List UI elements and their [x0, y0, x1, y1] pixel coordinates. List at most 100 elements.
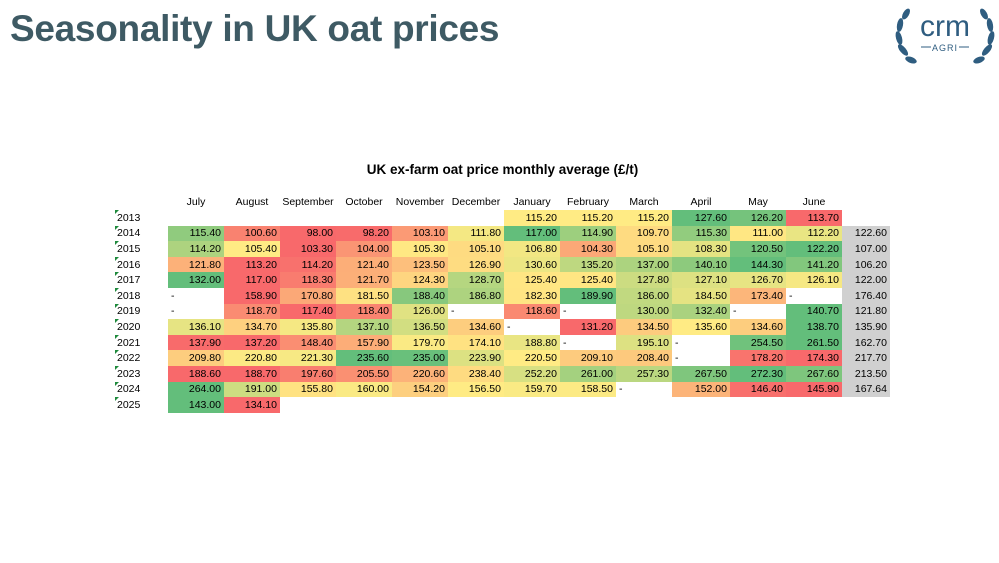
month-header: April — [690, 196, 712, 208]
price-cell: 208.40 — [616, 350, 672, 366]
empty-cell — [392, 210, 448, 226]
price-cell: 115.40 — [168, 225, 224, 242]
empty-cell — [336, 210, 392, 226]
price-cell: 114.20 — [168, 241, 224, 257]
price-cell: 132.00 — [168, 272, 224, 288]
logo: crm AGRI — [895, 8, 995, 64]
average-cell: 217.70 — [842, 350, 890, 366]
year-row: 2019-118.70 117.40 118.40 126.00-118.60-130… — [115, 303, 890, 320]
price-cell: 134.60 — [448, 319, 504, 335]
blank-header — [842, 194, 890, 210]
price-cell: - — [171, 305, 175, 318]
price-cell: 113.70 — [786, 210, 842, 226]
price-cell: 104.00 — [336, 241, 392, 257]
price-cell: 135.80 — [280, 319, 336, 335]
price-cell: 223.90 — [448, 350, 504, 366]
price-cell: 178.20 — [730, 350, 786, 366]
price-cell: - — [619, 383, 623, 396]
year-row: 2014 115.40 100.60 98.00 98.20 103.10 111.80 11… — [115, 225, 890, 242]
year-cell: 2020 — [115, 319, 168, 335]
price-cell: 121.80 — [168, 256, 224, 273]
price-cell: 209.10 — [560, 350, 616, 366]
price-cell: 136.50 — [392, 319, 448, 335]
price-cell: 158.50 — [560, 381, 616, 398]
year-cell: 2015 — [115, 241, 168, 257]
price-cell: 182.30 — [504, 287, 560, 304]
price-cell: 113.20 — [224, 256, 280, 273]
price-cell: 221.30 — [280, 350, 336, 366]
price-cell: 254.50 — [730, 334, 786, 351]
year-row: 2015 114.20 105.40 103.30 104.00 105.30 105.10… — [115, 241, 890, 257]
price-cell: 130.60 — [504, 256, 560, 273]
price-cell: 112.20 — [786, 225, 842, 242]
year-cell: 2019 — [115, 303, 168, 320]
price-cell: 137.00 — [616, 256, 672, 273]
empty-cell — [280, 210, 336, 226]
price-cell: 118.60 — [504, 303, 560, 320]
price-cell: 105.30 — [392, 241, 448, 257]
empty-cell — [224, 210, 280, 226]
price-cell: 140.10 — [672, 256, 730, 273]
price-cell: 128.70 — [448, 272, 504, 288]
month-header: November — [395, 196, 445, 208]
price-cell: 188.80 — [504, 334, 560, 351]
price-cell: 124.30 — [392, 272, 448, 288]
price-cell: 115.20 — [560, 210, 616, 226]
price-cell: 106.80 — [504, 241, 560, 257]
price-cell: 105.10 — [448, 241, 504, 257]
price-cell: 135.20 — [560, 256, 616, 273]
price-cell: 115.30 — [672, 225, 730, 242]
price-cell: 127.60 — [672, 210, 730, 226]
price-cell: 186.80 — [448, 287, 504, 304]
year-cell: 2023 — [115, 365, 168, 382]
empty-cell — [392, 397, 448, 413]
price-cell: 160.00 — [336, 381, 392, 398]
average-cell: 122.00 — [842, 272, 890, 288]
average-cell: 135.90 — [842, 319, 890, 335]
price-cell: 125.40 — [560, 272, 616, 288]
year-cell: 2022 — [115, 350, 168, 366]
price-cell: - — [563, 336, 567, 349]
price-cell: 100.60 — [224, 225, 280, 242]
price-cell: 117.00 — [224, 272, 280, 288]
price-cell: 267.60 — [786, 365, 842, 382]
average-cell: 176.40 — [842, 287, 890, 304]
price-cell: - — [451, 305, 455, 318]
year-cell: 2024 — [115, 381, 168, 398]
price-cell: 235.60 — [336, 350, 392, 366]
price-cell: 137.20 — [224, 334, 280, 351]
empty-cell — [616, 397, 672, 413]
price-cell: 121.70 — [336, 272, 392, 288]
price-cell: - — [789, 289, 793, 302]
price-cell: 117.00 — [504, 225, 560, 242]
laurel — [895, 8, 995, 64]
price-cell: 158.90 — [224, 287, 280, 304]
price-cell: 125.40 — [504, 272, 560, 288]
price-cell: - — [507, 320, 511, 333]
month-header: December — [451, 196, 501, 208]
price-cell: 134.10 — [224, 397, 280, 413]
price-cell: 220.80 — [224, 350, 280, 366]
empty-cell — [448, 397, 504, 413]
year-cell: 2014 — [115, 225, 168, 242]
average-cell: 122.60 — [842, 225, 890, 242]
year-cell: 2018 — [115, 287, 168, 304]
price-cell: 111.80 — [448, 225, 504, 242]
month-header: March — [629, 196, 659, 208]
empty-cell — [448, 210, 504, 226]
price-cell: 137.10 — [336, 319, 392, 335]
empty-cell — [672, 397, 730, 413]
price-cell: 156.50 — [448, 381, 504, 398]
price-cell: 257.30 — [616, 365, 672, 382]
price-cell: 123.50 — [392, 256, 448, 273]
price-cell: 132.40 — [672, 303, 730, 320]
price-cell: 261.50 — [786, 334, 842, 351]
price-cell: 122.20 — [786, 241, 842, 257]
average-cell: 162.70 — [842, 334, 890, 351]
year-cell: 2021 — [115, 334, 168, 351]
empty-cell — [504, 397, 560, 413]
price-cell: 115.20 — [504, 210, 560, 226]
year-row: 2025 143.00 134.10 — [115, 397, 890, 413]
price-cell: 104.30 — [560, 241, 616, 257]
price-cell: 220.60 — [392, 365, 448, 382]
